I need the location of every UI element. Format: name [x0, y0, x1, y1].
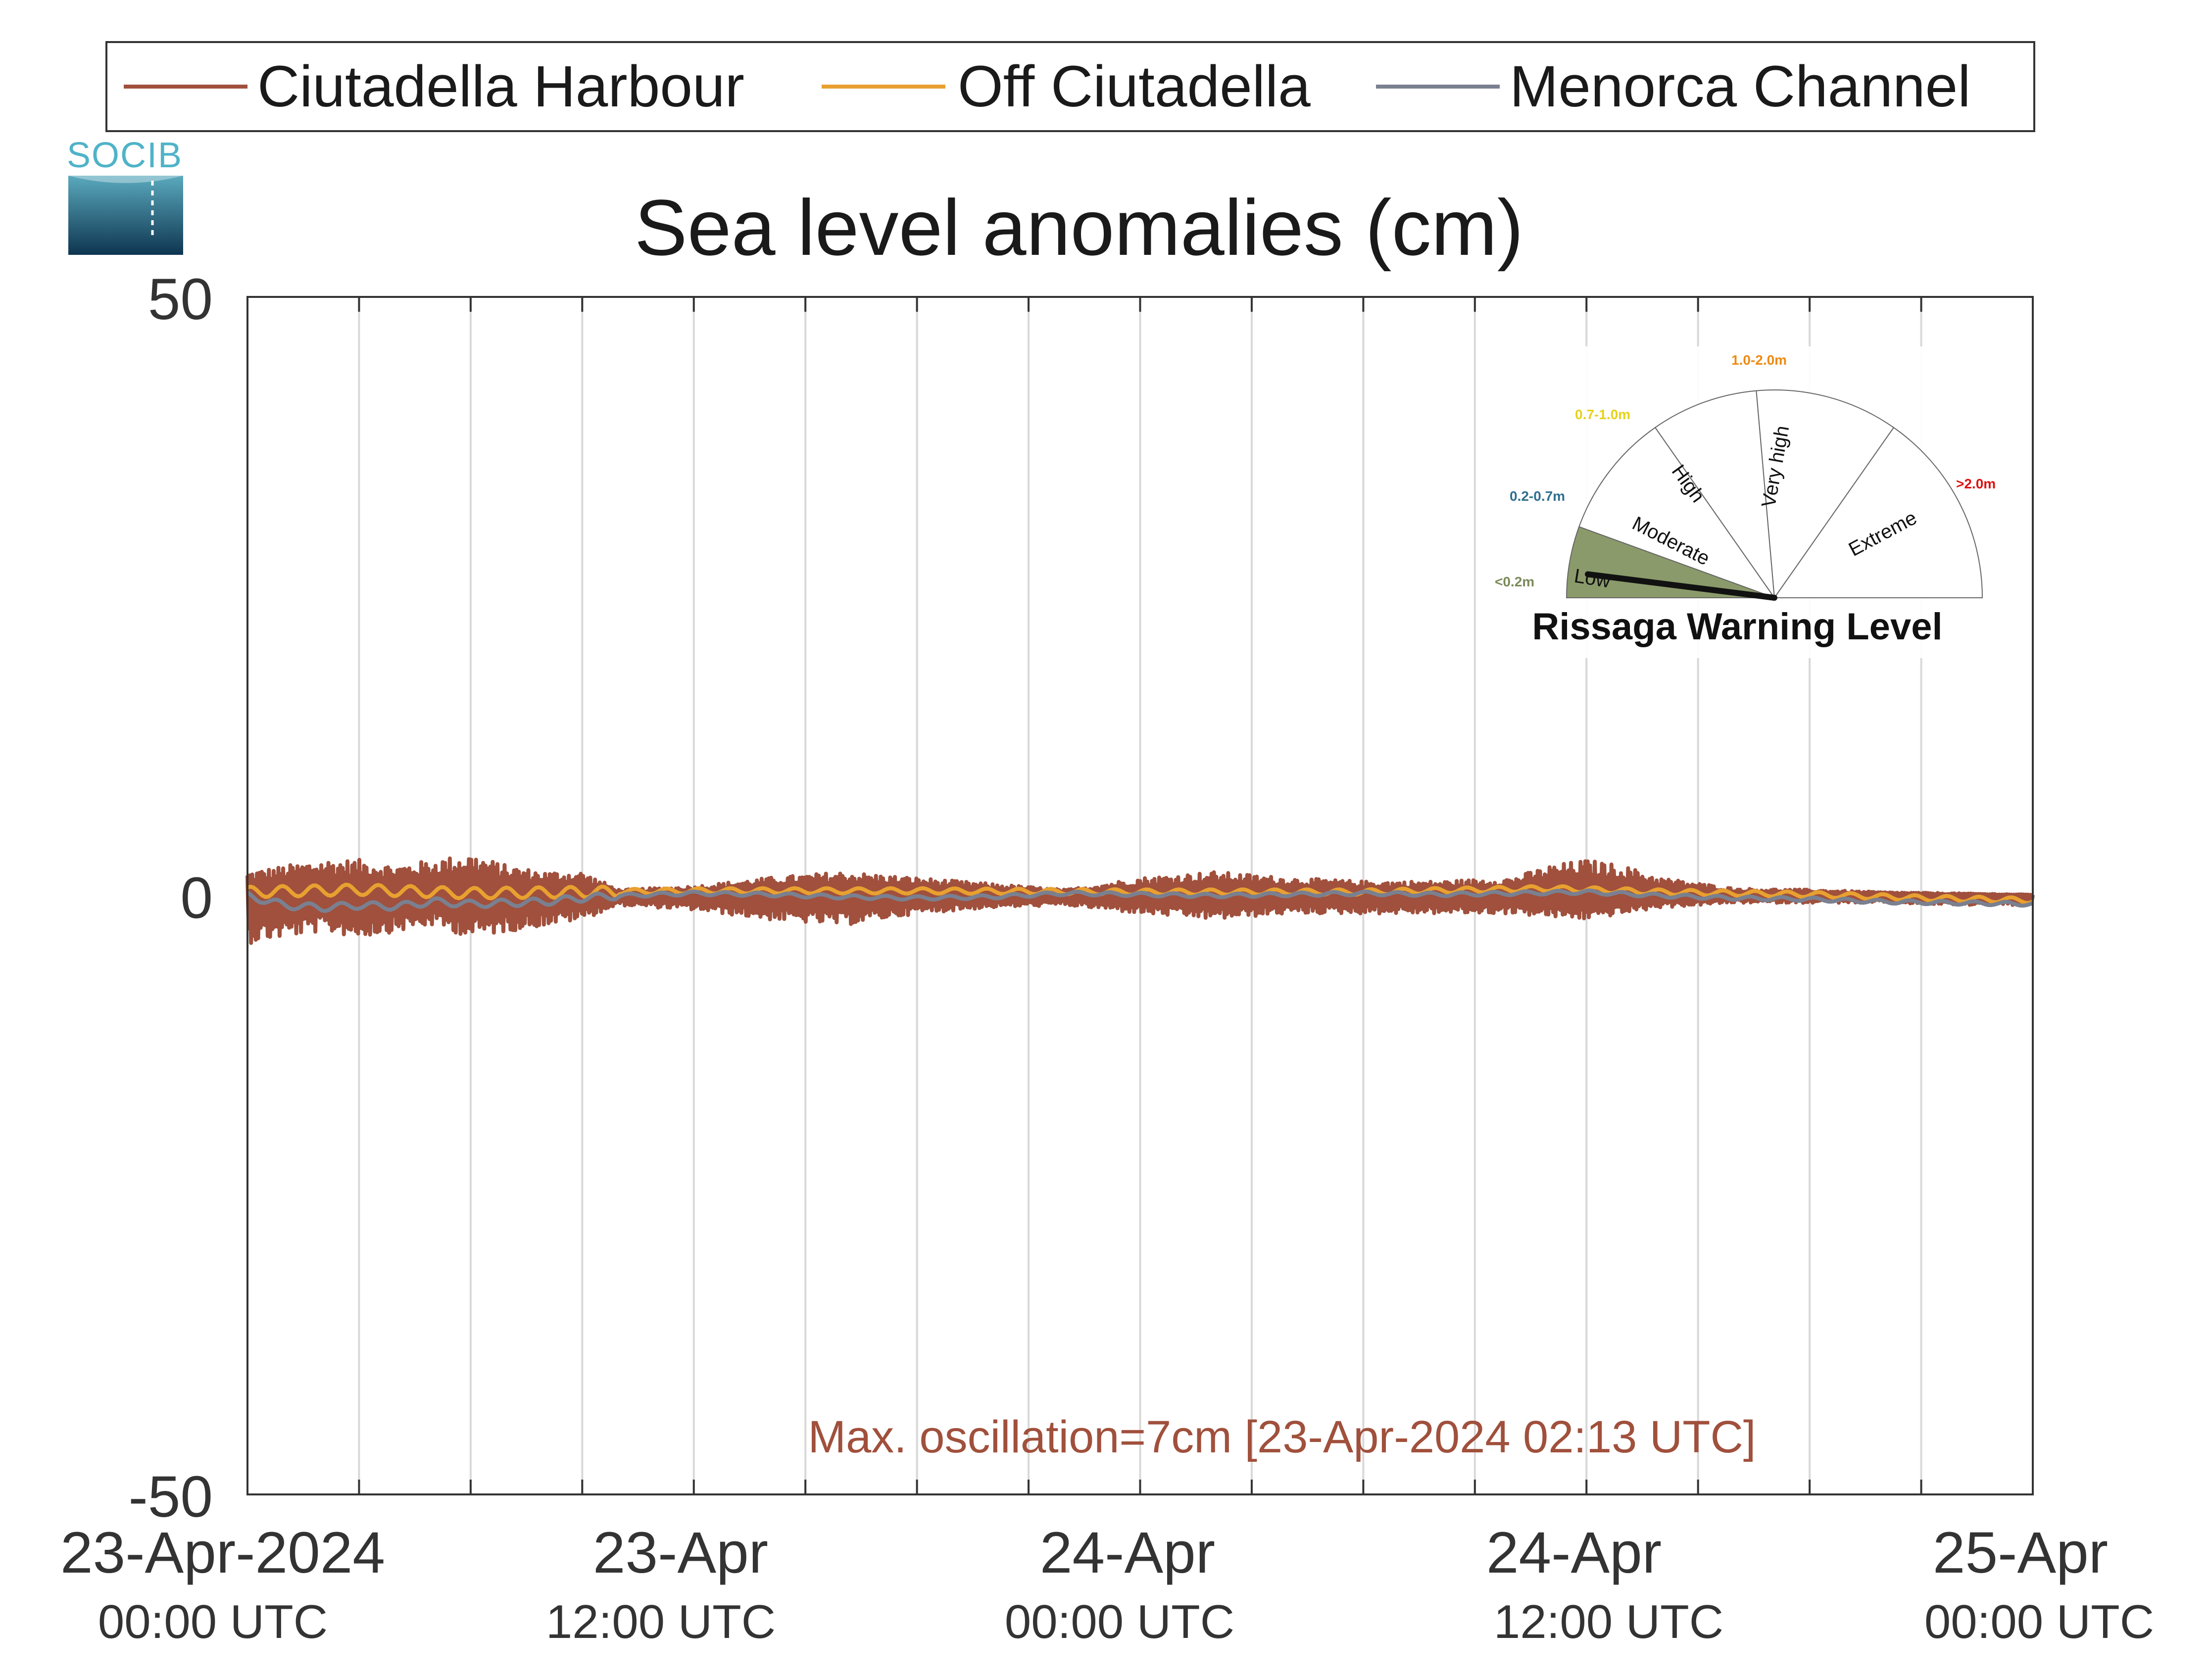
x-tick-time-0: 00:00 UTC — [98, 1595, 328, 1648]
series-layer — [245, 856, 2035, 945]
gauge-title: Rissaga Warning Level — [1532, 606, 1942, 648]
x-tick-time-1: 12:00 UTC — [546, 1595, 776, 1648]
x-tick-marks — [246, 297, 2034, 1494]
gauge-range-high: 0.7-1.0m — [1575, 407, 1630, 422]
gauge-sector-extreme — [1773, 427, 1983, 598]
legend-label-2: Menorca Channel — [1510, 54, 1970, 119]
x-axis: 23-Apr-2024 00:00 UTC 23-Apr 12:00 UTC 2… — [60, 1520, 2154, 1648]
x-tick-date-0: 23-Apr-2024 — [60, 1520, 385, 1585]
gauge-range-very-high: 1.0-2.0m — [1731, 352, 1787, 368]
legend: Ciutadella Harbour Off Ciutadella Menorc… — [105, 41, 2035, 132]
gauge-range-low: <0.2m — [1495, 574, 1534, 589]
gauge-range-extreme: >2.0m — [1956, 476, 1996, 491]
x-tick-date-3: 24-Apr — [1486, 1520, 1662, 1585]
max-oscillation-annotation: Max. oscillation=7cm [23-Apr-2024 02:13 … — [808, 1412, 1756, 1462]
x-tick-time-4: 00:00 UTC — [1924, 1595, 2154, 1648]
gauge-sector-moderate — [1578, 427, 1776, 599]
rissaga-warning-gauge: Low Moderate High Very high Extreme <0.2… — [1490, 346, 2014, 658]
gauge-sector-very-high — [1756, 389, 1895, 599]
y-axis: 50 0 -50 — [128, 267, 213, 1530]
legend-label-1: Off Ciutadella — [958, 54, 1311, 119]
y-tick-label-bottom: -50 — [128, 1464, 213, 1530]
socib-logo: SOCIB — [67, 136, 183, 255]
x-tick-time-3: 12:00 UTC — [1494, 1595, 1723, 1648]
gauge-sector-high — [1654, 390, 1775, 600]
series-line-ciutadella-harbour — [245, 856, 2035, 945]
logo-text: SOCIB — [67, 136, 183, 175]
x-tick-date-1: 23-Apr — [593, 1520, 768, 1585]
series-line-menorca-channel — [246, 888, 2034, 913]
legend-label-0: Ciutadella Harbour — [257, 54, 744, 119]
y-tick-label-top: 50 — [148, 267, 213, 332]
x-tick-time-2: 00:00 UTC — [1005, 1595, 1234, 1648]
x-tick-date-2: 24-Apr — [1040, 1520, 1215, 1585]
gauge-sectors — [1566, 389, 1983, 600]
gauge-range-moderate: 0.2-0.7m — [1510, 488, 1565, 504]
gauge-needle — [1585, 571, 1777, 601]
y-tick-label-zero: 0 — [180, 865, 213, 931]
gauge-ranges: <0.2m 0.2-0.7m 0.7-1.0m 1.0-2.0m >2.0m — [1495, 352, 1996, 589]
x-tick-date-4: 25-Apr — [1933, 1520, 2108, 1585]
chart-title: Sea level anomalies (cm) — [635, 183, 1523, 272]
